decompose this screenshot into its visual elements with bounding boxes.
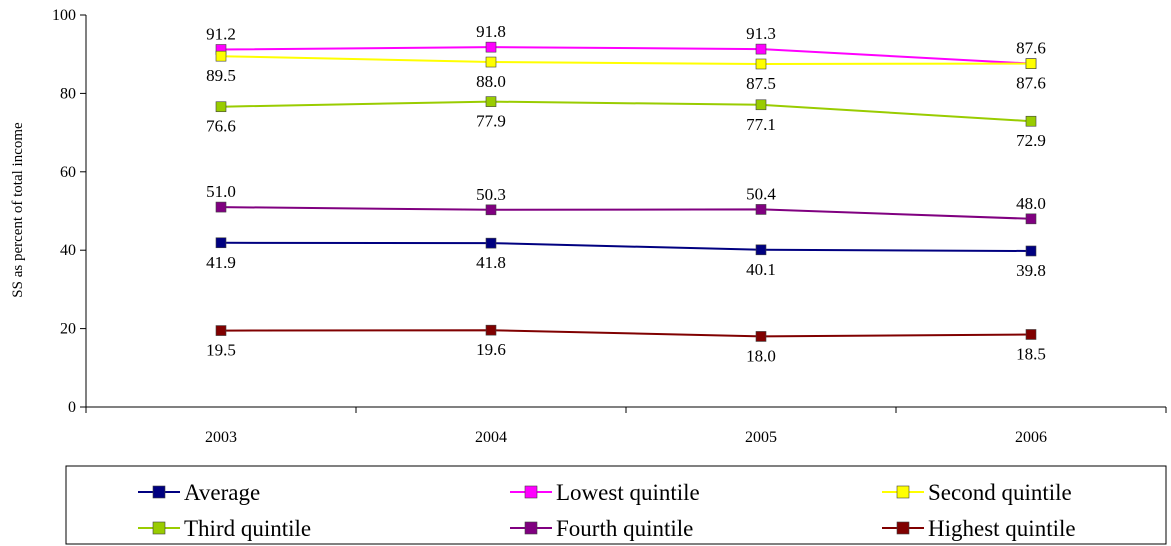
data-point-marker [1025, 115, 1037, 127]
legend-label: Highest quintile [928, 516, 1076, 541]
legend-label: Average [184, 480, 260, 505]
legend-label: Fourth quintile [556, 516, 693, 541]
series-average [215, 237, 1037, 257]
data-point-marker [215, 237, 227, 249]
data-label: 72.9 [1016, 131, 1046, 150]
legend-item: Highest quintile [882, 516, 1076, 541]
series-line [220, 55, 1032, 66]
data-label: 41.9 [206, 253, 236, 272]
legend-item: Fourth quintile [510, 516, 693, 541]
legend-marker [524, 521, 538, 535]
data-point-marker [215, 325, 227, 336]
data-label: 18.0 [746, 346, 776, 365]
data-label: 87.6 [1016, 39, 1046, 58]
data-label: 77.9 [476, 112, 506, 131]
y-tick-label: 100 [52, 7, 76, 24]
data-label: 50.3 [476, 185, 506, 204]
data-label: 76.6 [206, 117, 236, 136]
data-point-marker [755, 331, 767, 342]
data-point-marker [485, 324, 497, 336]
data-point-marker [755, 244, 767, 256]
legend-marker [896, 485, 910, 499]
data-label: 87.6 [1016, 74, 1046, 93]
data-point-marker [755, 43, 767, 55]
data-point-marker [215, 50, 227, 62]
series-lines [215, 41, 1037, 342]
data-label: 19.5 [206, 341, 236, 360]
legend-label: Second quintile [928, 480, 1072, 505]
data-point-marker [1025, 245, 1037, 257]
legend-item: Average [138, 480, 260, 505]
data-point-marker [755, 204, 767, 215]
data-point-marker [485, 96, 497, 107]
legend-marker [896, 521, 910, 535]
legend-box [65, 465, 1167, 545]
data-point-marker [1025, 329, 1037, 340]
data-label: 89.5 [206, 66, 236, 85]
legend-marker [152, 485, 166, 499]
data-label: 50.4 [746, 184, 776, 203]
data-point-marker [215, 101, 227, 113]
legend-item: Second quintile [882, 480, 1072, 505]
data-label: 91.3 [746, 24, 776, 43]
data-label: 40.1 [746, 260, 776, 279]
series-line [220, 241, 1032, 252]
data-label: 19.6 [476, 340, 506, 359]
legend-label: Third quintile [184, 516, 311, 541]
legend-marker [152, 521, 166, 535]
data-label: 88.0 [476, 72, 506, 91]
legend-marker [524, 485, 538, 499]
x-tick-label: 2003 [205, 429, 237, 446]
legend: Average Lowest quintile Second quintile Thi… [138, 480, 1076, 541]
series-third-quintile [215, 96, 1037, 127]
series-line [220, 206, 1032, 220]
data-point-marker [755, 58, 767, 70]
data-point-marker [485, 56, 497, 68]
data-point-marker [485, 204, 497, 216]
x-tick-label: 2004 [475, 429, 507, 446]
legend-label: Lowest quintile [556, 480, 700, 505]
series-second-quintile [215, 50, 1037, 70]
data-labels: 41.9 41.8 40.1 39.8 91.2 91.8 91.3 87.6 89.5 88.0… [206, 22, 1046, 365]
data-label: 41.8 [476, 253, 506, 272]
data-label: 91.2 [206, 24, 236, 43]
legend-item: Lowest quintile [510, 480, 700, 505]
x-tick-label: 2005 [745, 429, 777, 446]
y-axis-title: SS as percent of total income [10, 122, 26, 298]
data-label: 77.1 [746, 115, 776, 134]
y-tick-label: 80 [60, 85, 76, 102]
y-tick-label: 20 [60, 321, 76, 338]
data-point-marker [1025, 58, 1037, 69]
data-label: 51.0 [206, 182, 236, 201]
series-line [220, 329, 1032, 338]
data-point-marker [485, 41, 497, 53]
series-line [220, 46, 1032, 65]
data-label: 87.5 [746, 74, 776, 93]
series-fourth-quintile [215, 201, 1037, 225]
y-tick-label: 40 [60, 242, 76, 259]
x-tick-label: 2006 [1015, 429, 1047, 446]
series-line [220, 100, 1032, 123]
data-point-marker [215, 201, 227, 213]
data-label: 18.5 [1016, 344, 1046, 363]
y-tick-label: 60 [60, 164, 76, 181]
data-point-marker [1025, 213, 1037, 225]
data-point-marker [755, 99, 767, 111]
y-tick-label: 0 [68, 399, 76, 416]
series-highest-quintile [215, 324, 1037, 342]
data-label: 39.8 [1016, 261, 1046, 280]
legend-item: Third quintile [138, 516, 311, 541]
data-label: 48.0 [1016, 194, 1046, 213]
data-label: 91.8 [476, 22, 506, 41]
axes: 0 20 40 60 80 100 2003 2004 2005 2006 [52, 7, 1167, 446]
data-point-marker [485, 237, 497, 249]
